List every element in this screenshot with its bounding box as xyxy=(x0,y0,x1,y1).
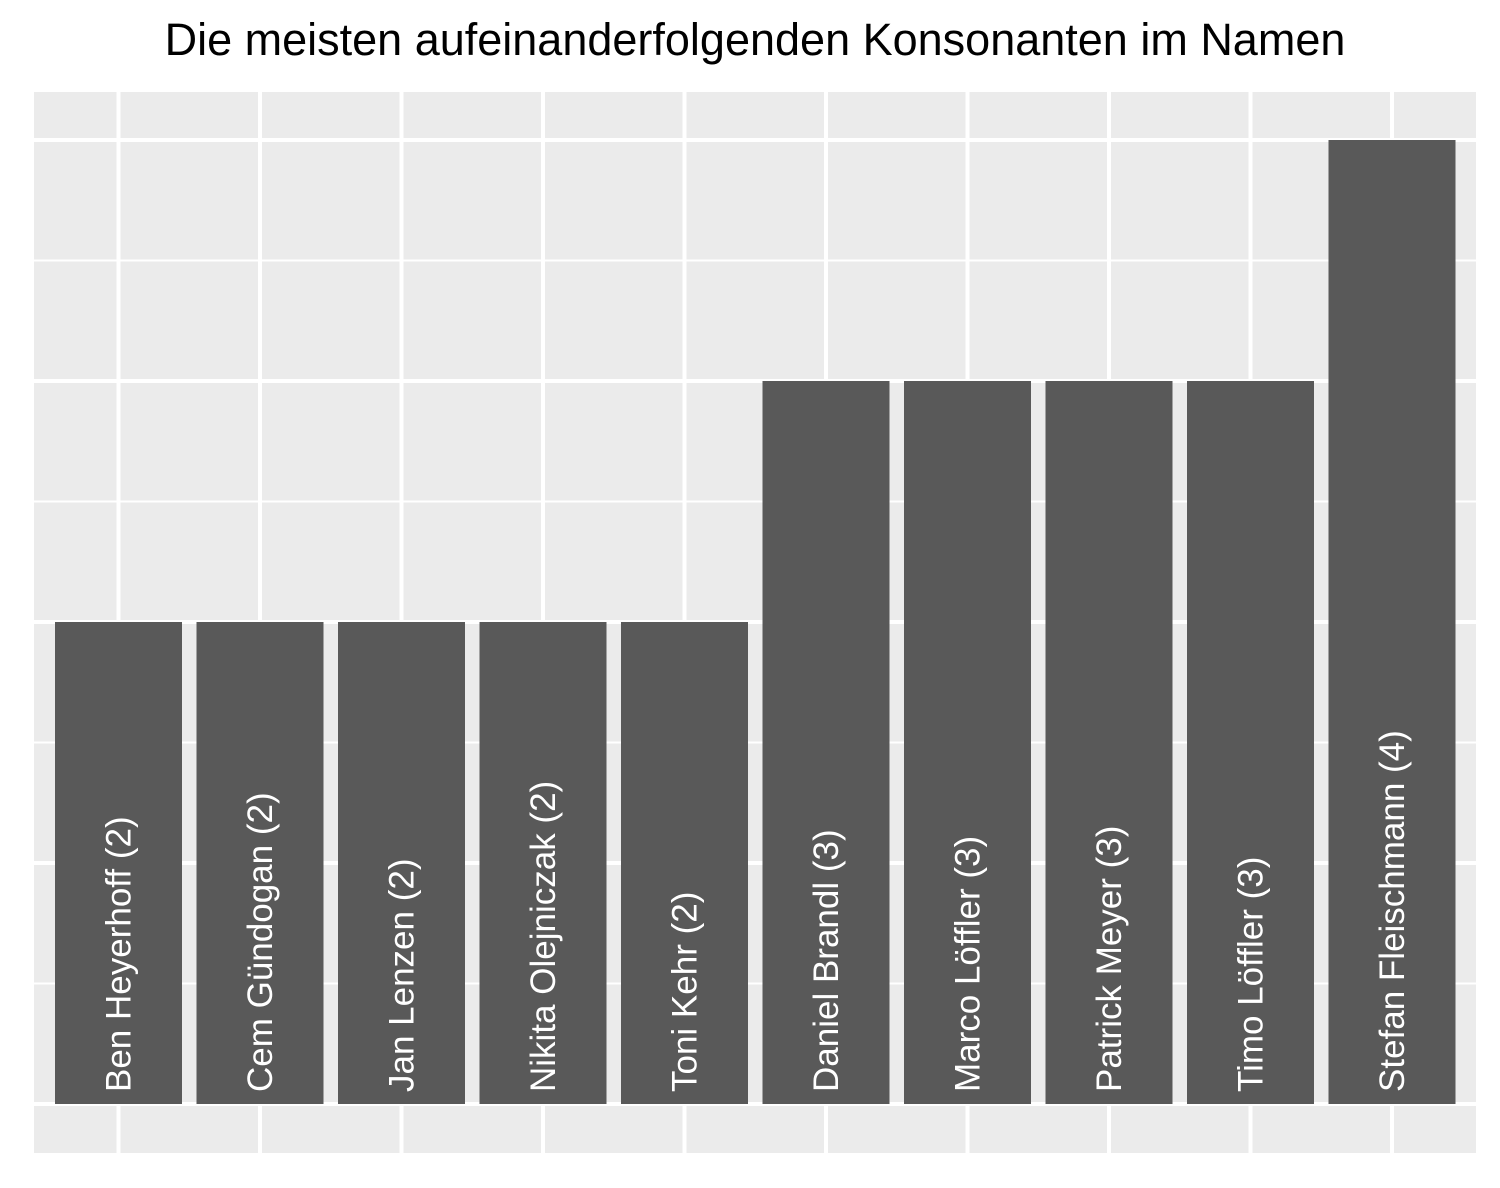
bar-label: Toni Kehr (2) xyxy=(666,892,705,1092)
bar-label: Cem Gündogan (2) xyxy=(241,792,280,1092)
bar-label: Timo Löffler (3) xyxy=(1232,857,1271,1092)
bar xyxy=(1187,381,1314,1104)
bar xyxy=(762,381,890,1104)
bar xyxy=(479,622,607,1104)
bar xyxy=(1045,381,1173,1104)
bar xyxy=(1328,140,1456,1104)
bar-label: Jan Lenzen (2) xyxy=(383,859,422,1092)
bar-label: Daniel Brandl (3) xyxy=(807,829,846,1092)
bar xyxy=(621,622,748,1104)
bars xyxy=(55,140,1456,1104)
bar xyxy=(55,622,182,1104)
bar xyxy=(904,381,1031,1104)
bar-label: Nikita Olejniczak (2) xyxy=(524,781,563,1092)
bar-label: Stefan Fleischmann (4) xyxy=(1373,730,1412,1092)
bar-label: Patrick Meyer (3) xyxy=(1090,826,1129,1092)
chart-title: Die meisten aufeinanderfolgenden Konsona… xyxy=(164,14,1346,65)
bar-labels: Ben Heyerhoff (2) Cem Gündogan (2) Jan Len… xyxy=(100,730,1413,1092)
bar xyxy=(338,622,465,1104)
bar xyxy=(196,622,324,1104)
bar-label: Marco Löffler (3) xyxy=(949,836,988,1092)
bar-label: Ben Heyerhoff (2) xyxy=(100,816,139,1092)
